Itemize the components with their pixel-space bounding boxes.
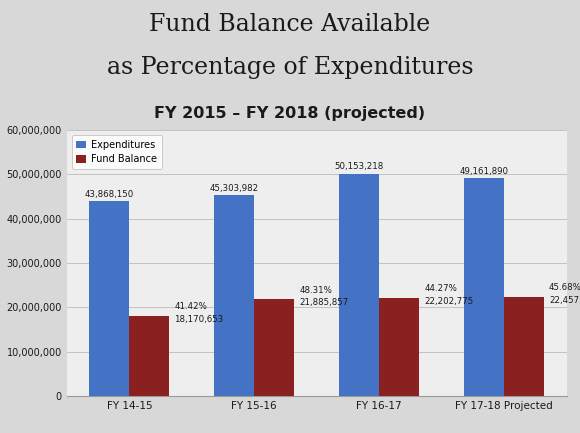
Text: 43,868,150: 43,868,150 — [85, 190, 134, 199]
Bar — [464, 178, 504, 396]
Bar — [214, 195, 254, 396]
Text: 50,153,218: 50,153,218 — [335, 162, 384, 171]
Legend: Expenditures, Fund Balance: Expenditures, Fund Balance — [71, 135, 162, 169]
Bar — [129, 316, 169, 396]
Text: FY 2015 – FY 2018 (projected): FY 2015 – FY 2018 (projected) — [154, 106, 426, 121]
Text: 21,885,857: 21,885,857 — [299, 298, 349, 307]
Text: 18,170,653: 18,170,653 — [175, 314, 223, 323]
Text: 22,457,194: 22,457,194 — [549, 295, 580, 304]
Text: 45.68%: 45.68% — [549, 283, 580, 292]
Bar — [89, 201, 129, 396]
Bar — [254, 299, 294, 396]
Bar — [379, 297, 419, 396]
Text: Fund Balance Available: Fund Balance Available — [150, 13, 430, 36]
Text: 41.42%: 41.42% — [175, 302, 207, 311]
Text: 22,202,775: 22,202,775 — [424, 297, 473, 306]
Text: 48.31%: 48.31% — [299, 286, 332, 294]
Bar — [504, 297, 544, 396]
Text: 49,161,890: 49,161,890 — [459, 167, 509, 176]
Text: 45,303,982: 45,303,982 — [210, 184, 259, 193]
Bar — [339, 174, 379, 396]
Text: as Percentage of Expenditures: as Percentage of Expenditures — [107, 56, 473, 79]
Text: 44.27%: 44.27% — [424, 284, 457, 293]
